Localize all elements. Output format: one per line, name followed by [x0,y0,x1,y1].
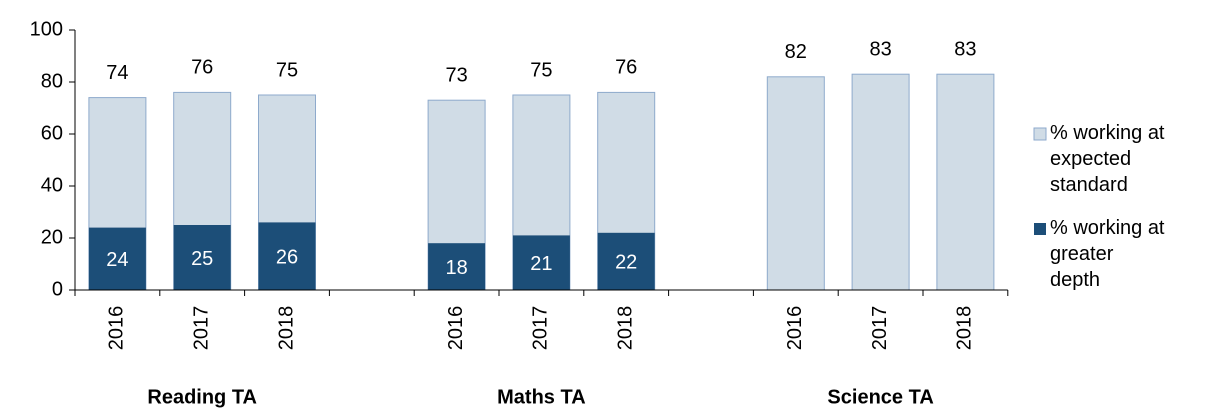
x-tick-label: 2016 [445,306,467,351]
value-label: 75 [276,59,298,81]
legend-label: % working at expected standard [1050,122,1165,196]
x-tick-label: 2017 [190,306,212,351]
x-tick-label: 2017 [869,306,891,351]
value-label: 76 [191,57,213,79]
value-label: 22 [615,252,637,274]
bar [258,222,316,290]
group-label: Science TA [827,386,933,408]
value-label: 83 [869,38,891,60]
bar [936,73,995,291]
value-label: 74 [106,62,128,84]
legend-swatch [1034,223,1046,235]
y-tick-label: 40 [41,174,63,196]
value-label: 75 [530,59,552,81]
value-label: 21 [530,253,552,275]
value-label: 24 [106,249,128,271]
value-label: 83 [954,38,976,60]
x-tick-label: 2016 [106,306,128,351]
x-tick-label: 2018 [275,306,297,351]
bar [173,225,231,290]
x-tick-label: 2018 [614,306,636,351]
value-label: 25 [191,248,213,270]
y-tick-label: 80 [41,70,63,92]
y-tick-label: 60 [41,122,63,144]
value-label: 26 [276,246,298,268]
x-tick-label: 2016 [784,306,806,351]
x-tick-label: 2018 [954,306,976,351]
group-label: Maths TA [497,386,586,408]
y-tick-label: 20 [41,226,63,248]
bar [88,227,146,290]
legend-swatch [1033,127,1047,141]
bar [766,76,825,291]
y-tick-label: 100 [30,18,63,40]
bar [428,243,486,290]
x-tick-label: 2017 [530,306,552,351]
group-label: Reading TA [147,386,257,408]
value-label: 76 [615,57,637,79]
bar [597,232,655,290]
y-tick-label: 0 [52,278,63,300]
bar [851,73,910,291]
legend-label: % working at greater depth [1050,217,1165,291]
bar [512,235,570,290]
value-label: 82 [785,41,807,63]
value-label: 18 [445,257,467,279]
value-label: 73 [445,64,467,86]
